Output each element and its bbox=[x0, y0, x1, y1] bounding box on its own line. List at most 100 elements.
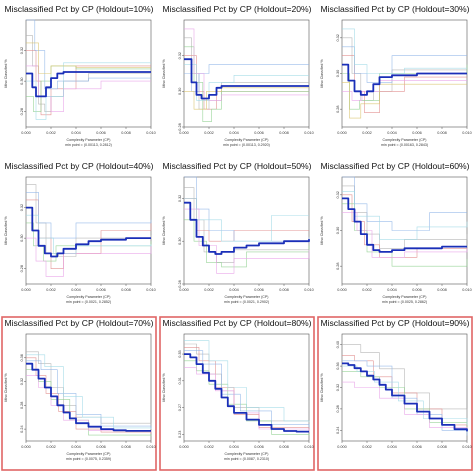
y-axis-label: Misc Classified % bbox=[162, 59, 166, 88]
x-tick-label: 0.010 bbox=[304, 288, 314, 292]
x-tick-label: 0.008 bbox=[121, 445, 131, 449]
x-tick-label: 0.004 bbox=[387, 131, 397, 135]
x-tick-label: 0.010 bbox=[462, 445, 472, 449]
chart-panel-5: Misclassified Pct by CP (Holdout=50%) Mis… bbox=[162, 161, 314, 304]
x-axis-label: Complexity Parameter (CP) bbox=[67, 138, 111, 142]
x-tick-label: 0.010 bbox=[304, 445, 314, 449]
mean-error-line bbox=[342, 362, 468, 432]
mean-error-line bbox=[26, 71, 151, 98]
x-tick-label: 0.008 bbox=[279, 288, 289, 292]
x-tick-label: 0.004 bbox=[387, 445, 397, 449]
cv-fold-line bbox=[26, 237, 152, 277]
min-point-note: min point = (0.0021, 0.2852) bbox=[66, 300, 111, 304]
x-tick-label: 0.010 bbox=[146, 288, 156, 292]
chart-panel-7: Misclassified Pct by CP (Holdout=70%) Mis… bbox=[1, 316, 157, 471]
y-axis-label: Misc Classified % bbox=[162, 216, 166, 245]
min-point-note: min point = (0.0025, 0.2862) bbox=[382, 300, 427, 304]
y-tick-label: 0.32 bbox=[20, 378, 24, 385]
mean-error-line bbox=[342, 63, 467, 96]
x-tick-label: 0.004 bbox=[71, 288, 81, 292]
x-tick-label: 0.002 bbox=[46, 288, 56, 292]
mean-error-line bbox=[26, 206, 151, 258]
cv-fold-line bbox=[184, 340, 310, 423]
cv-fold-line bbox=[342, 360, 468, 436]
x-tick-label: 0.008 bbox=[279, 131, 289, 135]
x-tick-label: 0.000 bbox=[21, 131, 31, 135]
x-axis-label: Complexity Parameter (CP) bbox=[225, 295, 269, 299]
x-tick-label: 0.000 bbox=[337, 288, 347, 292]
x-tick-label: 0.006 bbox=[254, 445, 264, 449]
cv-fold-line bbox=[26, 65, 151, 112]
cv-fold-line bbox=[26, 354, 152, 430]
y-tick-label: 0.28 bbox=[20, 108, 24, 115]
chart-title: Misclassified Pct by CP (Holdout=50%) bbox=[162, 161, 311, 171]
x-tick-label: 0.004 bbox=[229, 288, 239, 292]
y-tick-label: 0.32 bbox=[336, 34, 340, 41]
cv-fold-line bbox=[184, 208, 310, 274]
x-tick-label: 0.000 bbox=[21, 288, 31, 292]
x-axis-label: Complexity Parameter (CP) bbox=[383, 295, 427, 299]
x-tick-label: 0.002 bbox=[46, 445, 56, 449]
y-axis-label: Misc Classified % bbox=[4, 59, 8, 88]
min-point-note: min point = (0.0075, 0.2359) bbox=[66, 457, 111, 461]
y-tick-label: 0.30 bbox=[336, 227, 340, 234]
chart-panel-8: Misclassified Pct by CP (Holdout=80%) Mis… bbox=[159, 316, 315, 471]
x-tick-label: 0.004 bbox=[387, 288, 397, 292]
highlight-frame bbox=[317, 316, 473, 471]
y-tick-label: 0.32 bbox=[178, 52, 182, 59]
x-tick-label: 0.002 bbox=[362, 131, 372, 135]
x-tick-label: 0.002 bbox=[362, 445, 372, 449]
x-tick-label: 0.002 bbox=[204, 288, 214, 292]
x-tick-label: 0.008 bbox=[121, 131, 131, 135]
min-point-note: min point = (0.0021, 0.2902) bbox=[224, 300, 269, 304]
chart-panel-1: Misclassified Pct by CP (Holdout=10%) Mis… bbox=[4, 4, 156, 147]
y-tick-label: 0.40 bbox=[336, 341, 340, 348]
x-tick-label: 0.002 bbox=[46, 131, 56, 135]
chart-panel-6: Misclassified Pct by CP (Holdout=60%) Mis… bbox=[320, 161, 472, 304]
x-tick-label: 0.010 bbox=[146, 131, 156, 135]
cv-fold-line bbox=[342, 212, 468, 258]
x-tick-label: 0.002 bbox=[204, 131, 214, 135]
x-tick-label: 0.004 bbox=[229, 131, 239, 135]
chart-title: Misclassified Pct by CP (Holdout=20%) bbox=[162, 4, 311, 14]
chart-title: Misclassified Pct by CP (Holdout=70%) bbox=[4, 318, 153, 328]
x-tick-label: 0.004 bbox=[71, 445, 81, 449]
y-tick-label: 0.28 bbox=[336, 405, 340, 412]
y-axis-label: Misc Classified % bbox=[4, 216, 8, 245]
y-axis-label: Misc Classified % bbox=[320, 59, 324, 88]
x-tick-label: 0.010 bbox=[462, 288, 472, 292]
x-tick-label: 0.006 bbox=[412, 445, 422, 449]
chart-panel-9: Misclassified Pct by CP (Holdout=90%) Mis… bbox=[317, 316, 473, 471]
y-tick-label: 0.28 bbox=[178, 123, 182, 130]
cv-fold-line bbox=[26, 19, 151, 90]
x-tick-label: 0.000 bbox=[337, 445, 347, 449]
chart-title: Misclassified Pct by CP (Holdout=90%) bbox=[320, 318, 469, 328]
x-axis-label: Complexity Parameter (CP) bbox=[67, 452, 111, 456]
y-tick-label: 0.30 bbox=[20, 77, 24, 84]
chart-title: Misclassified Pct by CP (Holdout=80%) bbox=[162, 318, 311, 328]
chart-panel-4: Misclassified Pct by CP (Holdout=40%) Mis… bbox=[4, 161, 156, 304]
y-tick-label: 0.28 bbox=[20, 402, 24, 409]
y-tick-label: 0.28 bbox=[336, 105, 340, 112]
cv-fold-line bbox=[184, 198, 309, 242]
y-tick-label: 0.28 bbox=[20, 265, 24, 272]
mean-error-line bbox=[342, 197, 467, 253]
cv-fold-line bbox=[26, 214, 152, 254]
y-tick-label: 0.24 bbox=[336, 427, 340, 434]
x-tick-label: 0.000 bbox=[337, 131, 347, 135]
y-axis-label: Misc Classified % bbox=[162, 373, 166, 402]
y-tick-label: 0.32 bbox=[336, 384, 340, 391]
min-point-note: min point = (0.00113, 0.2812) bbox=[65, 143, 112, 147]
y-axis-label: Misc Classified % bbox=[320, 373, 324, 402]
cv-fold-line bbox=[184, 46, 309, 122]
y-tick-label: 0.36 bbox=[20, 354, 24, 361]
chart-title: Misclassified Pct by CP (Holdout=60%) bbox=[320, 161, 469, 171]
y-tick-label: 0.32 bbox=[178, 195, 182, 202]
x-tick-label: 0.006 bbox=[254, 288, 264, 292]
x-tick-label: 0.008 bbox=[437, 131, 447, 135]
x-tick-label: 0.006 bbox=[412, 288, 422, 292]
cv-fold-line bbox=[26, 42, 151, 74]
chart-title: Misclassified Pct by CP (Holdout=40%) bbox=[4, 161, 153, 171]
x-tick-label: 0.010 bbox=[304, 131, 314, 135]
